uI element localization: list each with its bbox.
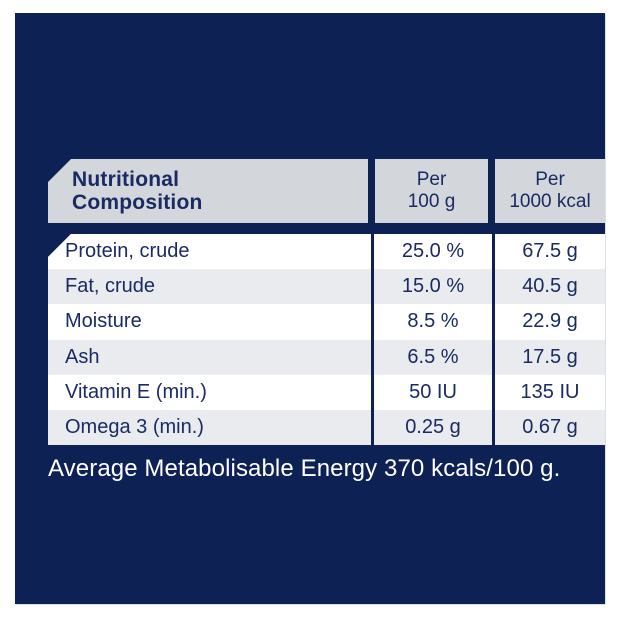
row-per1000kcal: 67.5 g <box>492 234 605 270</box>
header-per-100g-line2: 100 g <box>407 191 456 212</box>
header-nutritional-composition: Nutritional Composition <box>48 159 368 223</box>
row-label: Ash <box>65 345 100 368</box>
row-per100g: 15.0 % <box>371 269 492 305</box>
table-row: Ash 6.5 % 17.5 g <box>48 339 605 375</box>
row-per1000kcal: 22.9 g <box>492 304 605 340</box>
table-row: Protein, crude 25.0 % 67.5 g <box>48 234 605 270</box>
row-per100g: 50 IU <box>371 374 492 410</box>
header-per-1000kcal-line2: 1000 kcal <box>509 191 591 212</box>
header-per-100g-line1: Per <box>416 169 447 190</box>
row-per1000kcal: 40.5 g <box>492 269 605 305</box>
header-title-line1: Nutritional <box>72 168 180 191</box>
header-per-100g: Per 100 g <box>375 159 488 223</box>
table-row: Moisture 8.5 % 22.9 g <box>48 304 605 340</box>
row-per1000kcal: 0.67 g <box>492 409 605 445</box>
table-row: Fat, crude 15.0 % 40.5 g <box>48 269 605 305</box>
table-row: Vitamin E (min.) 50 IU 135 IU <box>48 374 605 410</box>
energy-statement: Average Metabolisable Energy 370 kcals/1… <box>48 455 561 482</box>
row-label: Fat, crude <box>65 275 156 298</box>
row-per100g: 6.5 % <box>371 339 492 375</box>
row-label: Vitamin E (min.) <box>65 380 207 403</box>
row-label: Omega 3 (min.) <box>65 415 204 438</box>
row-label: Protein, crude <box>65 240 190 263</box>
header-per-1000kcal-line1: Per <box>535 169 565 190</box>
row-per1000kcal: 17.5 g <box>492 339 605 375</box>
row-per1000kcal: 135 IU <box>492 374 605 410</box>
header-per-1000kcal: Per 1000 kcal <box>495 159 605 223</box>
row-label: Moisture <box>65 310 142 333</box>
row-per100g: 25.0 % <box>371 234 492 270</box>
nutrition-panel: Nutritional Composition Per 100 g Per 10… <box>15 13 605 604</box>
table-header: Nutritional Composition Per 100 g Per 10… <box>48 159 605 223</box>
row-per100g: 0.25 g <box>371 409 492 445</box>
header-title-line2: Composition <box>72 191 203 214</box>
table-row: Omega 3 (min.) 0.25 g 0.67 g <box>48 409 605 445</box>
table-body: Protein, crude 25.0 % 67.5 g Fat, crude … <box>48 234 605 445</box>
row-per100g: 8.5 % <box>371 304 492 340</box>
